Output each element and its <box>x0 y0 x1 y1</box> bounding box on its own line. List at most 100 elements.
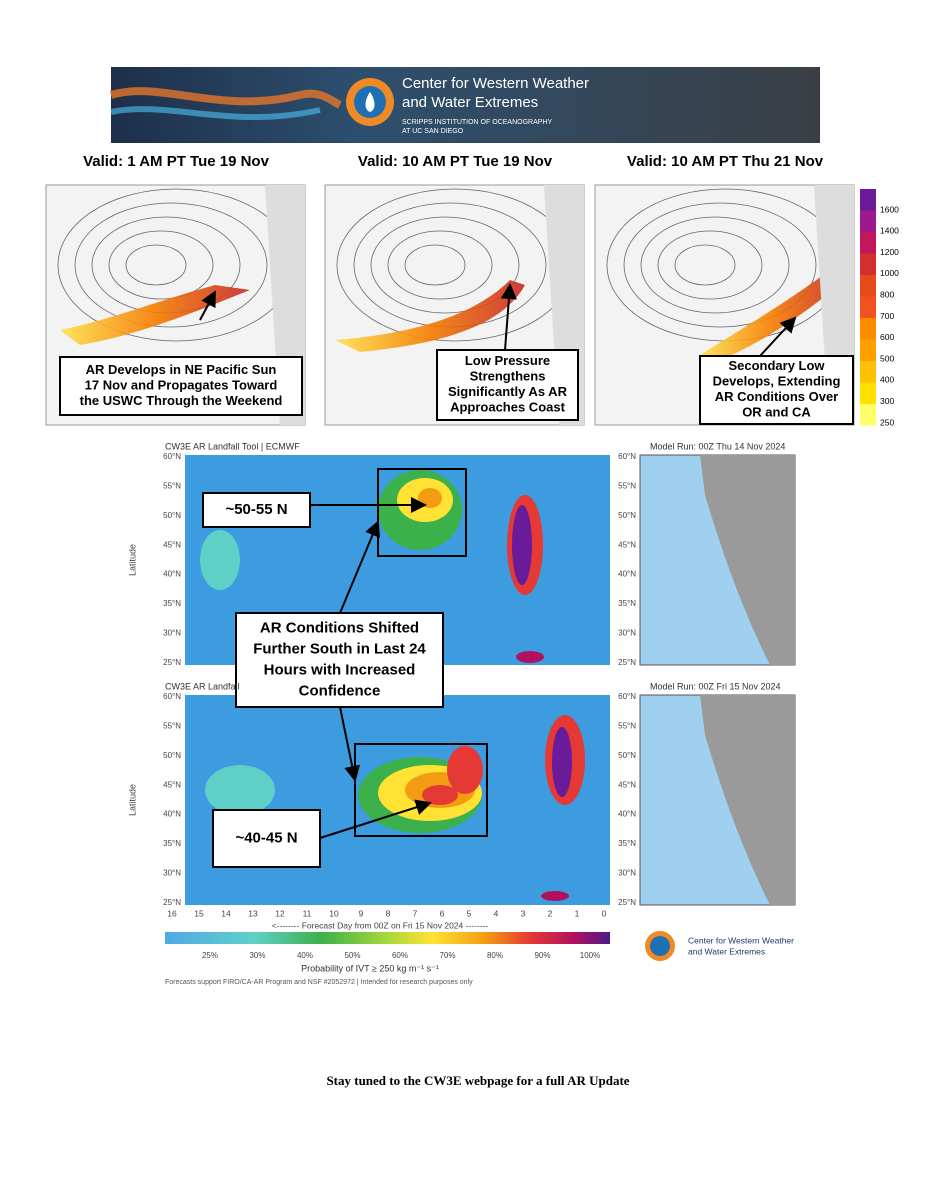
annotation: OR and CA <box>742 405 811 420</box>
banner-subtitle: SCRIPPS INSTITUTION OF OCEANOGRAPHY <box>402 119 552 126</box>
latitude-label: 25°N <box>618 658 636 667</box>
day-label: 4 <box>494 908 499 918</box>
latitude-label: 35°N <box>618 839 636 848</box>
annotation-box <box>699 355 854 425</box>
contour <box>125 244 187 286</box>
contour <box>640 216 790 314</box>
colorbar-segment <box>860 318 876 340</box>
map-land <box>700 455 795 665</box>
latitude-label: 40°N <box>163 570 181 579</box>
latitude-label: 50°N <box>163 511 181 520</box>
colorbar-label: 300 <box>880 396 894 406</box>
latitude-label: 55°N <box>618 482 636 491</box>
arrow <box>339 706 361 782</box>
latitude-label: 45°N <box>163 780 181 789</box>
annotation: AR Conditions Over <box>715 389 839 404</box>
probability-blob <box>516 651 544 663</box>
highlight-box <box>377 468 467 557</box>
banner <box>109 67 820 143</box>
latitude-label: 50°N <box>618 511 636 520</box>
contour <box>404 244 466 286</box>
latitude-label: 40°N <box>618 570 636 579</box>
colorbar-label: 700 <box>880 311 894 321</box>
ar-band <box>700 270 845 362</box>
latitude-label: 45°N <box>618 540 636 549</box>
day-label: 8 <box>386 908 391 918</box>
colorbar-label: 90% <box>534 951 550 960</box>
colorbar-segment <box>860 382 876 404</box>
annotation: ~40-45 N <box>235 829 297 846</box>
colorbar-segment <box>860 404 876 426</box>
contour <box>657 230 763 300</box>
day-label: 1 <box>575 908 580 918</box>
colorbar-segment <box>860 232 876 254</box>
y-axis-label: Latitude <box>127 544 137 576</box>
latitude-label: 60°N <box>163 692 181 701</box>
colorbar-label: 1000 <box>880 268 899 278</box>
colorbar-segment <box>860 339 876 361</box>
probability-blob <box>541 891 569 901</box>
day-label: 14 <box>221 908 231 918</box>
annotation-box <box>436 349 579 421</box>
day-label: 3 <box>521 908 526 918</box>
annotation: Confidence <box>299 682 381 699</box>
logo-text: Center for Western Weather <box>688 935 794 945</box>
colorbar-label: 100% <box>580 951 600 960</box>
latitude-label: 35°N <box>163 599 181 608</box>
colorbar-label: 1600 <box>880 204 899 214</box>
latitude-label: 25°N <box>163 898 181 907</box>
probability-blob <box>552 727 572 797</box>
highlight-box <box>354 743 488 837</box>
day-label: 13 <box>248 908 258 918</box>
colorbar-label: 30% <box>249 951 265 960</box>
contour <box>108 230 214 300</box>
latitude-label: 60°N <box>618 452 636 461</box>
colorbar-segment <box>860 296 876 318</box>
arrow <box>339 520 380 614</box>
latitude-label: 60°N <box>618 692 636 701</box>
forecast-maps <box>45 184 876 426</box>
footnote: Forecasts support FIRO/CA-AR Program and… <box>165 979 473 986</box>
colorbar-segment <box>860 210 876 232</box>
colorbar-label: 70% <box>439 951 455 960</box>
colorbar-segment <box>860 253 876 275</box>
contour <box>74 202 268 328</box>
colorbar-label: 250 <box>880 417 894 427</box>
latitude-label: 50°N <box>163 751 181 760</box>
colorbar-label: 60% <box>392 951 408 960</box>
colorbar-segment <box>860 189 876 211</box>
model-run: Model Run: 00Z Fri 15 Nov 2024 <box>650 681 781 691</box>
arrow <box>199 290 216 321</box>
day-label: 12 <box>275 908 285 918</box>
day-label: 0 <box>602 908 607 918</box>
colorbar <box>165 932 610 944</box>
probability-blob <box>200 530 240 590</box>
arrow <box>319 799 432 839</box>
footer: Stay tuned to the CW3E webpage for a ful… <box>326 1073 629 1088</box>
latitude-label: 30°N <box>163 869 181 878</box>
latitude-label: 35°N <box>163 839 181 848</box>
annotation: AR Develops in NE Pacific Sun <box>86 362 277 377</box>
day-label: 11 <box>303 908 312 918</box>
latitude-label: 55°N <box>618 722 636 731</box>
colorbar-label: 600 <box>880 332 894 342</box>
latitude-label: 25°N <box>163 658 181 667</box>
colorbar-label: 40% <box>297 951 313 960</box>
banner-subtitle: AT UC SAN DIEGO <box>402 128 464 135</box>
colorbar-label: 500 <box>880 353 894 363</box>
annotation: Secondary Low <box>728 358 825 373</box>
probability-blob <box>422 785 458 805</box>
panel-title: CW3E AR Landfall Tool | ECMWF <box>165 441 300 451</box>
latitude-label: 30°N <box>163 629 181 638</box>
day-label: 7 <box>413 908 418 918</box>
contour <box>370 216 520 314</box>
probability-blob <box>512 505 532 585</box>
logo-text: and Water Extremes <box>688 946 765 956</box>
arrow <box>500 283 517 351</box>
annotation-box <box>212 809 321 868</box>
annotation: Low Pressure <box>465 353 550 368</box>
arrow <box>759 316 797 357</box>
panel-title: Valid: 10 AM PT Tue 19 Nov <box>358 153 553 170</box>
